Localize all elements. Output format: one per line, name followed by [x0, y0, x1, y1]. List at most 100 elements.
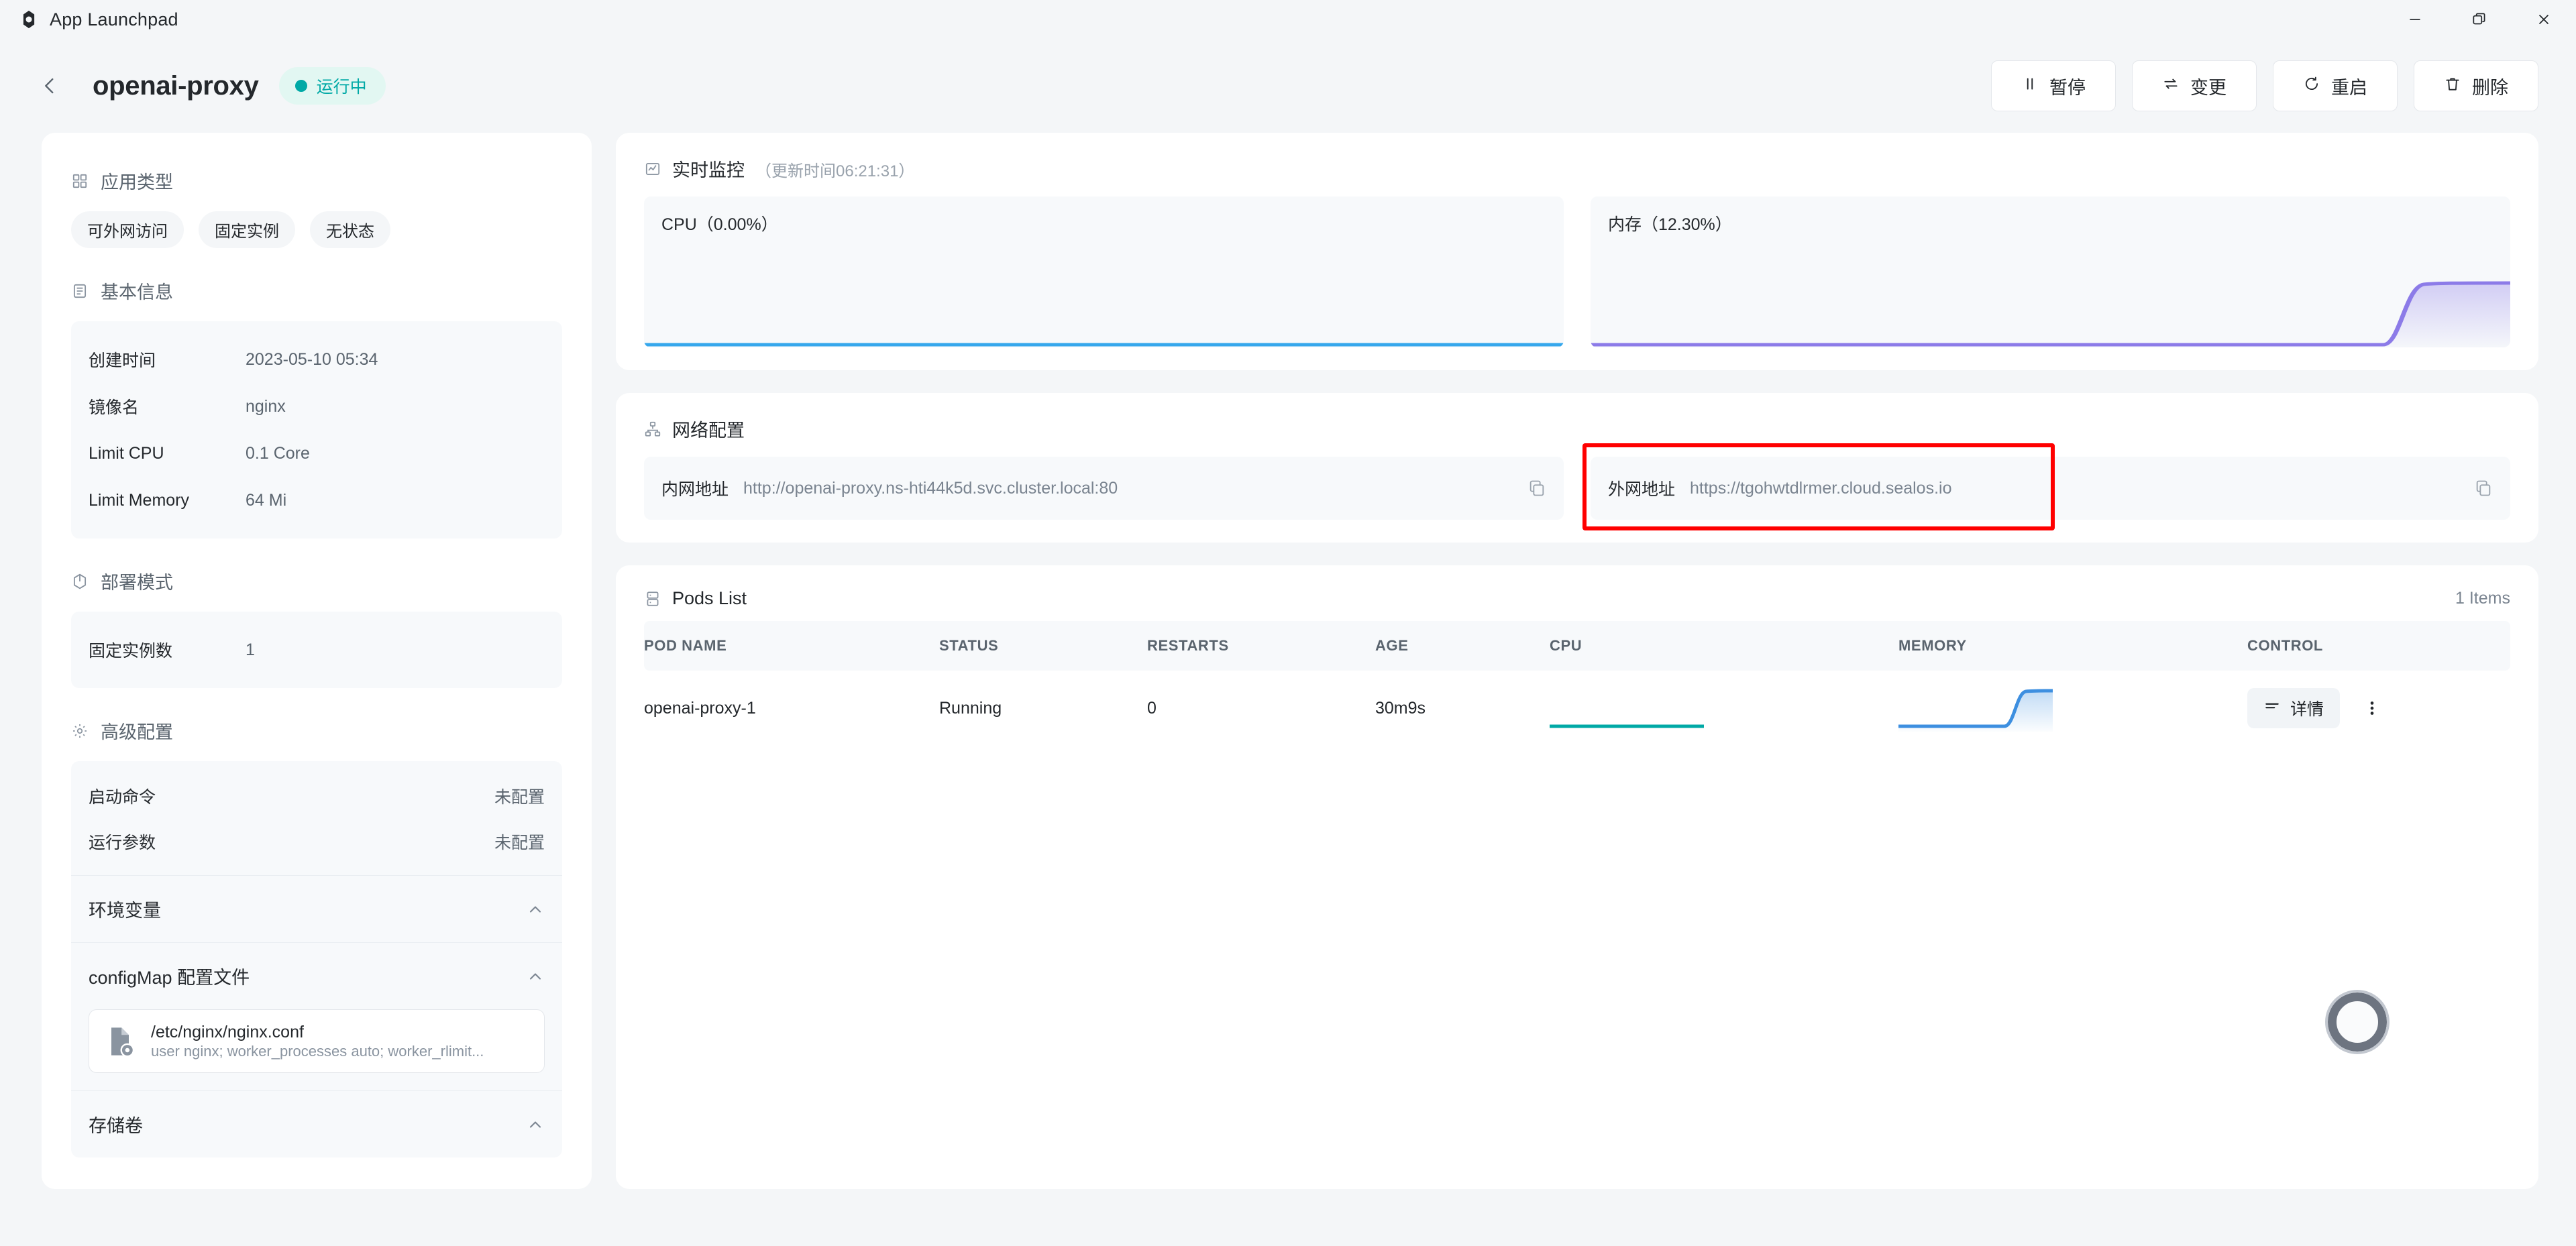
external-address-row: 外网地址 https://tgohwtdlrmer.cloud.sealos.i… — [1582, 443, 2510, 530]
info-value: 64 Mi — [246, 490, 287, 510]
configmap-file-preview: user nginx; worker_processes auto; worke… — [151, 1043, 484, 1060]
pods-header: Pods List 1 Items — [644, 588, 2510, 609]
cursor-ring-indicator — [2325, 990, 2390, 1054]
pods-title-label: Pods List — [672, 588, 747, 608]
configmap-file-path: /etc/nginx/nginx.conf — [151, 1023, 304, 1041]
collapse-storage-label: 存储卷 — [89, 1116, 143, 1137]
external-address-label: 外网地址 — [1608, 480, 1676, 499]
col-control: CONTROL — [2247, 621, 2510, 671]
internal-address-row: 内网地址 http://openai-proxy.ns-hti44k5d.svc… — [644, 457, 1564, 520]
monitor-charts: CPU（0.00%） 内存（12.30%） — [644, 196, 2510, 347]
change-button[interactable]: 变更 — [2132, 60, 2257, 111]
monitor-chart-icon — [644, 160, 661, 178]
monitor-card: 实时监控 （更新时间06:21:31） CPU（0.00%） 内存（12.30%… — [616, 133, 2538, 370]
network-title-label: 网络配置 — [672, 420, 745, 441]
network-title: 网络配置 — [644, 416, 2510, 442]
collapse-storage[interactable]: 存储卷 — [71, 1090, 562, 1157]
cell-status: Running — [939, 698, 1002, 718]
cpu-chart-label: CPU（0.00%） — [661, 215, 778, 234]
col-pod-name: POD NAME — [644, 621, 939, 671]
pod-cpu-sparkline — [1550, 724, 1704, 728]
section-deploy-mode-label: 部署模式 — [101, 573, 173, 593]
page-title: openai-proxy — [93, 70, 259, 101]
collapse-env-vars-label: 环境变量 — [89, 901, 161, 921]
collapse-configmap[interactable]: configMap 配置文件 — [71, 942, 562, 1009]
delete-button-label: 删除 — [2472, 77, 2508, 98]
status-badge: 运行中 — [278, 67, 386, 105]
memory-chart-svg — [1591, 281, 2510, 347]
info-row: 创建时间 2023-05-10 05:34 — [89, 336, 545, 383]
advanced-static-rows: 启动命令 未配置 运行参数 未配置 — [71, 761, 562, 875]
chevron-up-icon — [526, 1115, 545, 1134]
info-value: 未配置 — [494, 788, 545, 807]
cube-icon — [71, 573, 89, 590]
table-header-row: POD NAME STATUS RESTARTS AGE CPU MEMORY … — [644, 621, 2510, 671]
pause-icon — [2021, 75, 2039, 97]
lines-icon — [2263, 697, 2281, 720]
pods-count: 1 Items — [2455, 589, 2510, 608]
kebab-menu-icon[interactable] — [2359, 695, 2385, 722]
app-type-tags: 可外网访问 固定实例 无状态 — [71, 211, 562, 248]
pods-table-head: POD NAME STATUS RESTARTS AGE CPU MEMORY … — [644, 621, 2510, 671]
section-advanced-label: 高级配置 — [101, 722, 173, 742]
monitor-update-time: （更新时间06:21:31） — [755, 162, 915, 180]
tag-public-access: 可外网访问 — [71, 211, 184, 248]
gear-icon — [71, 722, 89, 740]
detail-button[interactable]: 详情 — [2247, 688, 2341, 728]
status-dot-icon — [294, 80, 307, 92]
info-label: 启动命令 — [89, 788, 156, 807]
info-value: nginx — [246, 396, 286, 416]
window-controls — [2383, 0, 2576, 39]
pods-icon — [644, 590, 661, 608]
restore-icon[interactable] — [2447, 0, 2512, 39]
memory-chart-label: 内存（12.30%） — [1608, 215, 1732, 234]
info-label: 创建时间 — [89, 351, 156, 370]
configmap-file-item[interactable]: /etc/nginx/nginx.conf user nginx; worker… — [89, 1009, 545, 1074]
grid-icon — [71, 172, 89, 190]
section-advanced: 高级配置 — [71, 718, 562, 744]
pods-table: POD NAME STATUS RESTARTS AGE CPU MEMORY … — [644, 621, 2510, 746]
copy-icon[interactable] — [1527, 479, 1546, 498]
collapse-env-vars[interactable]: 环境变量 — [71, 875, 562, 942]
page-header: openai-proxy 运行中 暂停 变更 重启 — [0, 39, 2576, 133]
window-title: App Launchpad — [50, 9, 178, 30]
info-label: Limit CPU — [89, 443, 164, 463]
col-age: AGE — [1375, 621, 1550, 671]
info-row: 固定实例数 1 — [89, 626, 545, 673]
internal-address-value: http://openai-proxy.ns-hti44k5d.svc.clus… — [743, 478, 1118, 498]
body-area: 应用类型 可外网访问 固定实例 无状态 基本信息 创建时间 2023-05-10… — [0, 133, 2576, 1246]
header-actions: 暂停 变更 重启 删除 — [1991, 60, 2538, 111]
pause-button[interactable]: 暂停 — [1991, 60, 2116, 111]
cell-control: 详情 — [2247, 671, 2510, 746]
section-app-type-label: 应用类型 — [101, 172, 173, 192]
tag-stateless: 无状态 — [310, 211, 390, 248]
info-row: Limit Memory 64 Mi — [89, 477, 545, 524]
details-sidebar: 应用类型 可外网访问 固定实例 无状态 基本信息 创建时间 2023-05-10… — [42, 133, 592, 1189]
configmap-file-text: /etc/nginx/nginx.conf user nginx; worker… — [151, 1022, 531, 1060]
pod-memory-sparkline — [1898, 689, 2053, 732]
tag-fixed-instance: 固定实例 — [199, 211, 295, 248]
chevron-left-icon[interactable] — [35, 71, 64, 101]
delete-button[interactable]: 删除 — [2414, 60, 2538, 111]
cpu-chart: CPU（0.00%） — [644, 196, 1564, 347]
minimize-icon[interactable] — [2383, 0, 2447, 39]
change-button-label: 变更 — [2190, 77, 2226, 98]
info-value: 0.1 Core — [246, 443, 310, 463]
restart-button-label: 重启 — [2331, 77, 2367, 98]
info-label: 镜像名 — [89, 398, 140, 417]
cell-memory-chart — [1898, 671, 2247, 746]
status-badge-label: 运行中 — [316, 78, 367, 97]
memory-chart: 内存（12.30%） — [1591, 196, 2510, 347]
close-icon[interactable] — [2512, 0, 2576, 39]
restart-button[interactable]: 重启 — [2273, 60, 2398, 111]
col-cpu: CPU — [1550, 621, 1898, 671]
network-icon — [644, 420, 661, 438]
section-app-type: 应用类型 — [71, 168, 562, 194]
cell-cpu-chart — [1550, 671, 1898, 746]
file-config-icon — [103, 1024, 138, 1059]
pods-table-body: openai-proxy-1 Running 0 30m9s — [644, 671, 2510, 746]
chevron-up-icon — [526, 967, 545, 986]
chevron-up-icon — [526, 900, 545, 919]
copy-icon[interactable] — [2474, 479, 2493, 498]
deploy-mode-card: 固定实例数 1 — [71, 612, 562, 688]
